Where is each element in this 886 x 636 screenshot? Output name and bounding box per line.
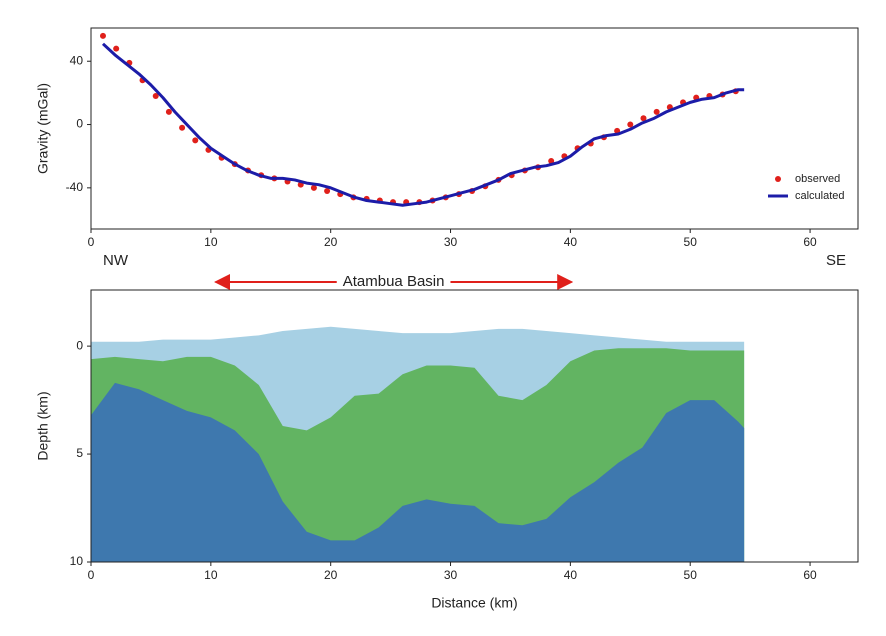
observed-point [113, 45, 120, 52]
x-tick-label: 60 [803, 568, 817, 582]
x-tick-label: 40 [564, 235, 578, 249]
layer-area [91, 382, 745, 562]
observed-point [192, 137, 199, 144]
y-tick-label: 10 [70, 554, 84, 568]
observed-point [99, 32, 106, 39]
x-tick-label: 10 [204, 235, 218, 249]
observed-point [548, 157, 555, 164]
legend-label: calculated [795, 190, 845, 202]
observed-point [165, 108, 172, 115]
x-axis-label: Distance (km) [431, 595, 517, 611]
y-tick-label: 0 [76, 338, 83, 352]
calculated-line [101, 42, 745, 207]
x-tick-label: 40 [564, 568, 578, 582]
observed-point [310, 184, 317, 191]
x-tick-label: 50 [684, 235, 698, 249]
legend-label: observed [795, 173, 840, 185]
y-tick-label: -40 [66, 180, 84, 194]
observed-point [627, 121, 634, 128]
y-tick-label: 0 [76, 117, 83, 131]
x-tick-label: 20 [324, 235, 338, 249]
se-label: SE [826, 252, 846, 269]
y-tick-label: 40 [70, 53, 84, 67]
observed-point [653, 108, 660, 115]
basin-label: Atambua Basin [343, 273, 445, 290]
x-tick-label: 0 [88, 568, 95, 582]
legend-marker [775, 176, 781, 182]
x-tick-label: 30 [444, 568, 458, 582]
x-tick-label: 30 [444, 235, 458, 249]
plot-frame [90, 27, 859, 230]
x-tick-label: 0 [88, 235, 95, 249]
x-tick-label: 10 [204, 568, 218, 582]
x-tick-label: 60 [803, 235, 817, 249]
x-tick-label: 50 [684, 568, 698, 582]
observed-point [640, 115, 647, 122]
y-tick-label: 5 [76, 446, 83, 460]
observed-point [324, 188, 331, 195]
y-axis-label: Depth (km) [35, 391, 51, 460]
x-tick-label: 20 [324, 568, 338, 582]
plot-frame [90, 289, 859, 563]
nw-label: NW [103, 252, 129, 269]
observed-point [152, 93, 159, 100]
y-axis-label: Gravity (mGal) [35, 83, 51, 174]
observed-point [179, 124, 186, 131]
